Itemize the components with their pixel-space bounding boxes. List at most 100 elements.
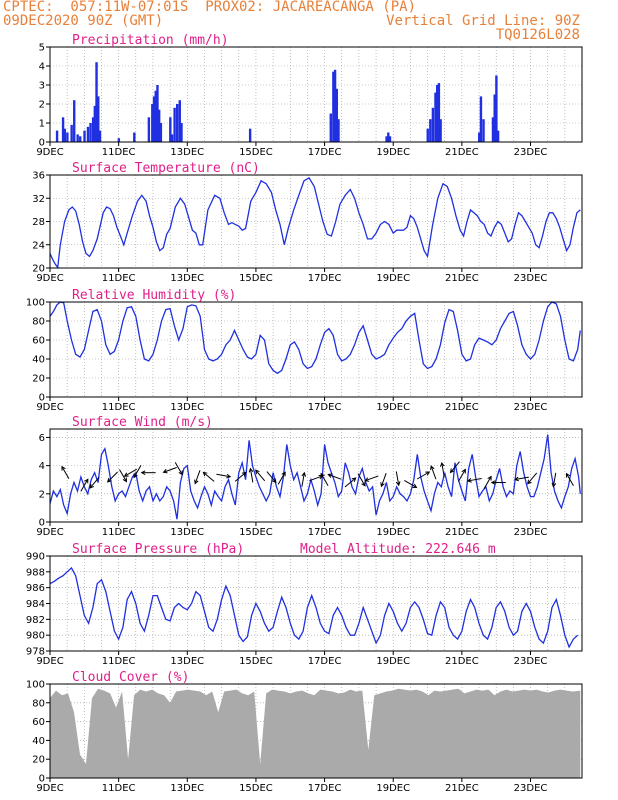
wind-vector-arrow (527, 472, 538, 485)
y-tick-label: 990 (26, 552, 45, 563)
x-tick-label: 9DEC (36, 402, 63, 413)
x-tick-label: 11DEC (102, 402, 136, 413)
wind-vector-arrow (483, 475, 492, 489)
precip-bar (388, 136, 392, 142)
x-tick-label: 21DEC (445, 402, 479, 413)
y-tick-label: 36 (32, 171, 45, 182)
y-tick-label: 0 (39, 393, 45, 404)
precip-bar (157, 109, 161, 142)
y-tick-label: 20 (32, 264, 45, 275)
wind-vector-arrow (162, 466, 177, 474)
x-tick-label: 9DEC (36, 656, 63, 667)
precip-bar (493, 94, 496, 142)
y-tick-label: 986 (26, 583, 45, 594)
x-tick-label: 15DEC (239, 527, 273, 538)
wind-vector-arrow (133, 464, 142, 479)
y-tick-label: 6 (39, 433, 45, 444)
wind-vector-arrow (248, 467, 254, 483)
y-tick-label: 60 (32, 717, 45, 728)
precip-bar (478, 132, 481, 142)
wind-vector-arrow (364, 475, 379, 482)
wind-title: Surface Wind (m/s) (72, 415, 213, 430)
precip-bar (93, 105, 97, 142)
precip-bar (335, 88, 338, 142)
humidity-frame (49, 301, 583, 398)
precip-bar (55, 130, 59, 142)
wind-vector-arrow (565, 472, 574, 487)
cloud-panel: 0 20 40 60 80 100 9DEC 11DEC 13DEC 15DEC 17DEC 19DE… (26, 670, 583, 794)
precip-bar (169, 117, 172, 142)
precip-bar (95, 62, 98, 143)
wind-vector-arrow (430, 465, 437, 480)
x-tick-label: 15DEC (239, 783, 273, 794)
cloud-area (50, 688, 581, 778)
x-tick-label: 19DEC (376, 783, 410, 794)
precip-bar (151, 104, 154, 142)
y-tick-label: 40 (32, 355, 45, 366)
wind-vector-arrow (89, 476, 100, 489)
wind-vector-arrow (490, 480, 506, 485)
precip-bar (173, 107, 176, 142)
precip-bar (180, 123, 183, 142)
precip-bar (156, 85, 159, 142)
x-tick-label: 15DEC (239, 273, 273, 284)
wind-vector-arrow (140, 470, 156, 476)
y-tick-label: 1 (39, 119, 45, 130)
x-tick-label: 11DEC (102, 527, 136, 538)
y-tick-label: 40 (32, 736, 45, 747)
wind-vector-arrow (277, 471, 286, 485)
humidity-line (49, 301, 581, 375)
wind-vector-arrow (202, 471, 215, 482)
precip-bar (248, 128, 252, 142)
wind-vector-arrow (309, 474, 324, 482)
precip-bar (83, 130, 86, 142)
precip-bar (337, 119, 340, 142)
wind-vector-arrow (466, 478, 482, 483)
precip-bar (482, 119, 485, 142)
precip-bar (426, 128, 429, 142)
y-tick-label: 100 (26, 298, 45, 309)
x-tick-label: 13DEC (170, 147, 204, 158)
temperature-title: Surface Temperature (nC) (72, 161, 260, 176)
y-tick-label: 32 (32, 194, 45, 205)
cloud-frame (49, 683, 583, 779)
precip-bar (152, 96, 156, 142)
precip-bar (117, 138, 121, 142)
wind-vector-arrow (106, 471, 118, 483)
wind-frame (49, 428, 583, 523)
humidity-title: Relative Humidity (%) (72, 288, 236, 303)
wind-line (49, 434, 581, 520)
cloud-title: Cloud Cover (%) (72, 670, 189, 685)
wind-vector-arrow (123, 468, 137, 477)
wind-vector-arrow (194, 470, 201, 485)
x-tick-label: 17DEC (308, 656, 342, 667)
wind-vector-arrow (449, 461, 460, 474)
precip-bar (154, 90, 157, 142)
y-tick-label: 60 (32, 336, 45, 347)
precip-bar (333, 69, 337, 142)
x-tick-label: 13DEC (170, 273, 204, 284)
wind-vector-arrow (395, 471, 401, 487)
y-tick-label: 0 (39, 138, 45, 149)
precip-bar (385, 136, 388, 142)
precip-bar (332, 71, 335, 142)
precip-bar (495, 75, 498, 142)
x-tick-label: 19DEC (376, 527, 410, 538)
pressure-title: Surface Pressure (hPa) (72, 542, 244, 557)
header-line1: CPTEC: 057:11W-07:01S PROX02: JACAREACAN… (3, 0, 417, 15)
precipitation-panel: 0 1 2 3 4 5 9DEC 11DEC 13DEC 15DEC 17DEC 19DEC 21DEC… (36, 33, 583, 158)
precip-bar (387, 132, 390, 142)
precip-bar (73, 100, 76, 142)
precipitation-title: Precipitation (mm/h) (72, 33, 229, 48)
x-tick-label: 13DEC (170, 527, 204, 538)
y-tick-label: 978 (26, 647, 45, 658)
precip-bar (434, 92, 437, 142)
y-tick-label: 982 (26, 615, 45, 626)
precip-bar (431, 107, 435, 142)
x-tick-label: 17DEC (308, 527, 342, 538)
precip-bar (147, 117, 151, 142)
wind-vector-arrow (255, 469, 266, 482)
wind-vector-arrow (457, 468, 466, 482)
x-tick-label: 23DEC (514, 783, 548, 794)
pressure-panel: 978 980 982 984 986 988 990 9DEC 11DEC 13DEC 15DEC… (26, 542, 583, 667)
